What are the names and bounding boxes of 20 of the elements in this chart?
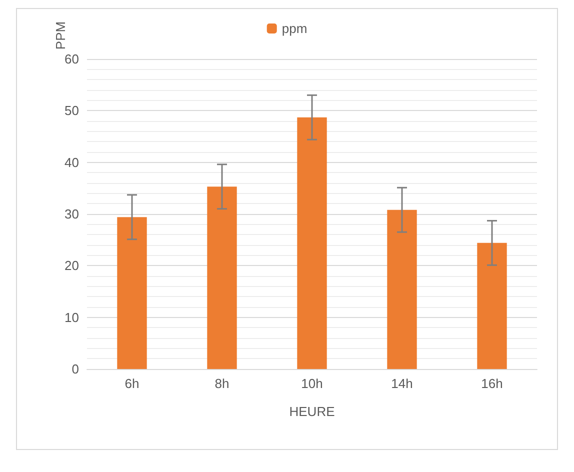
y-tick-label: 10 [64,310,79,325]
x-tick-label: 16h [481,376,503,391]
x-tick-label: 8h [214,376,230,391]
y-tick-label: 0 [72,362,79,376]
y-tick-label: 40 [64,154,79,170]
bar [477,242,507,369]
bar [387,210,417,369]
bar [297,117,327,369]
bar [207,186,237,369]
bar [117,217,147,369]
legend-label: ppm [282,21,308,36]
y-axis-title: PPM [53,21,68,50]
x-tick-label: 10h [301,376,323,391]
y-tick-label: 60 [64,52,79,66]
x-axis-title: HEURE [289,404,336,419]
y-tick-label: 50 [64,103,79,118]
y-tick-label: 20 [64,258,79,274]
y-tick-label: 30 [64,206,79,222]
x-tick-label: 6h [124,376,140,391]
x-tick-label: 14h [391,376,413,391]
